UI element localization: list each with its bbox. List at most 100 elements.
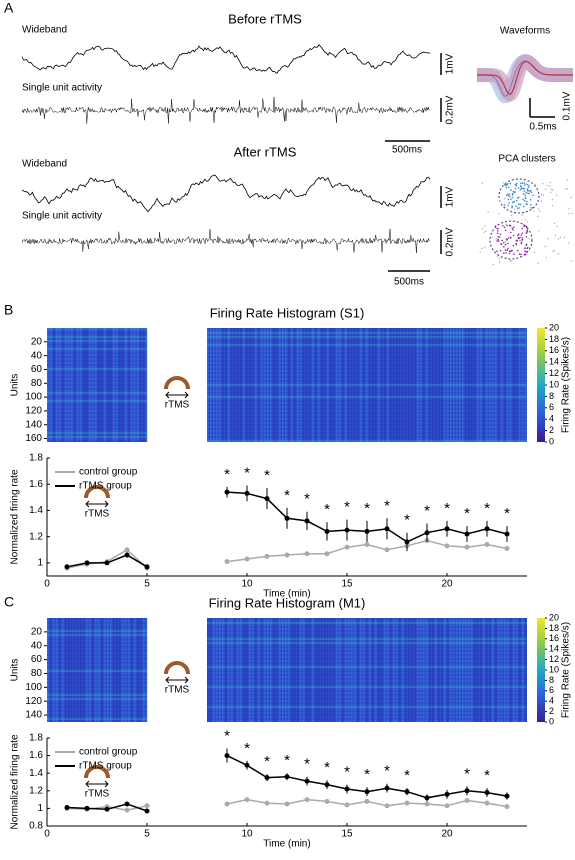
- heatmap-stripe: [336, 328, 338, 442]
- y-tick-label: 40: [31, 350, 43, 361]
- data-point: [384, 785, 390, 791]
- waveform-band: [477, 54, 573, 102]
- pca-point: [518, 239, 521, 242]
- heatmap-stripe: [47, 356, 147, 358]
- heatmap-stripe: [420, 618, 422, 722]
- pca-point: [557, 238, 560, 240]
- heatmap-stripe: [441, 618, 443, 722]
- pca-point: [509, 231, 512, 234]
- heatmap-stripe: [435, 618, 437, 722]
- scale-label: 500ms: [392, 145, 422, 156]
- heatmap-stripe: [207, 348, 527, 350]
- pca-point: [504, 240, 507, 242]
- data-point: [344, 544, 350, 550]
- data-point: [264, 496, 270, 502]
- data-point: [504, 793, 510, 799]
- pca-point: [566, 187, 568, 190]
- heatmap-stripe: [207, 682, 527, 684]
- pca-point: [504, 249, 507, 251]
- colorbar-tick-label: 14: [549, 357, 559, 367]
- pca-point: [528, 190, 531, 192]
- heatmap-stripe: [47, 638, 147, 640]
- pca-point: [505, 186, 508, 189]
- y-tick-label: 140: [25, 419, 42, 430]
- heatmap-stripe: [47, 662, 147, 664]
- heatmap-stripe: [125, 328, 127, 442]
- y-tick-label: 1: [37, 803, 43, 814]
- heatmap-stripe: [387, 328, 389, 442]
- heatmap-stripe: [207, 392, 527, 394]
- pca-point: [523, 182, 526, 184]
- significance-marker: *: [404, 512, 410, 529]
- pca-point: [504, 243, 507, 246]
- heatmap-stripe: [207, 356, 527, 358]
- pca-point: [545, 188, 547, 190]
- heatmap-stripe: [207, 670, 527, 672]
- heatmap-stripe: [510, 328, 512, 442]
- heatmap-stripe: [110, 618, 112, 722]
- heatmap-stripe: [207, 440, 527, 442]
- pca-point: [507, 237, 510, 239]
- pca-point: [523, 190, 526, 192]
- pca-point: [479, 251, 482, 253]
- heatmap-stripe: [441, 328, 443, 442]
- pca-point: [509, 250, 512, 253]
- heatmap-stripe: [291, 618, 293, 722]
- heatmap-stripe: [207, 400, 527, 402]
- data-point: [264, 775, 270, 781]
- pca-point: [505, 182, 508, 185]
- pca-point: [523, 200, 526, 202]
- heatmap-stripe: [137, 328, 139, 442]
- pca-point: [534, 183, 536, 186]
- pca-point: [519, 188, 522, 191]
- heatmap-stripe: [119, 618, 121, 722]
- pca-point: [513, 253, 515, 255]
- heatmap-stripe: [59, 618, 61, 722]
- heatmap-stripe: [131, 328, 133, 442]
- heatmap-stripe: [47, 416, 147, 418]
- y-tick-label: 120: [25, 406, 42, 417]
- data-point: [124, 807, 130, 813]
- pca-point: [515, 205, 517, 208]
- heatmap-stripe: [47, 698, 147, 700]
- data-point: [284, 515, 290, 521]
- heatmap-stripe: [270, 618, 272, 722]
- heatmap-stripe: [47, 332, 147, 334]
- pca-point: [503, 252, 505, 254]
- spike-trace: [21, 228, 430, 254]
- pca-point: [520, 187, 523, 190]
- pca-point: [520, 241, 523, 243]
- pca-point: [508, 186, 510, 189]
- pca-point: [556, 225, 558, 228]
- pca-point: [520, 242, 523, 245]
- colorbar-tick-label: 12: [549, 654, 559, 664]
- heatmap-stripe: [396, 618, 398, 722]
- heatmap-stripe: [285, 618, 287, 722]
- pca-point: [510, 189, 512, 191]
- heatmap-stripe: [522, 328, 524, 442]
- data-point: [424, 530, 430, 536]
- heatmap-stripe: [216, 618, 218, 722]
- heatmap-stripe: [207, 634, 527, 636]
- scale-bars: [385, 53, 555, 272]
- pca-point: [515, 182, 518, 185]
- heatmap-stripe: [270, 328, 272, 442]
- x-tick-label: 15: [341, 579, 353, 590]
- data-point: [444, 543, 450, 549]
- heatmap-stripe: [122, 618, 124, 722]
- data-point: [144, 803, 150, 809]
- pca-point: [496, 232, 499, 235]
- heatmap-stripe: [47, 666, 147, 668]
- pca-point: [568, 212, 570, 215]
- data-point: [364, 798, 370, 804]
- pca-point: [544, 245, 547, 248]
- heatmap-stripe: [243, 328, 245, 442]
- pca-point: [549, 185, 551, 187]
- data-point: [444, 526, 450, 532]
- wideband-trace: [21, 44, 431, 74]
- heatmap-stripe: [207, 626, 527, 628]
- pca-point: [516, 206, 519, 209]
- heatmap-stripe: [213, 328, 215, 442]
- heatmap-stripe: [453, 618, 455, 722]
- heatmap-stripe: [279, 328, 281, 442]
